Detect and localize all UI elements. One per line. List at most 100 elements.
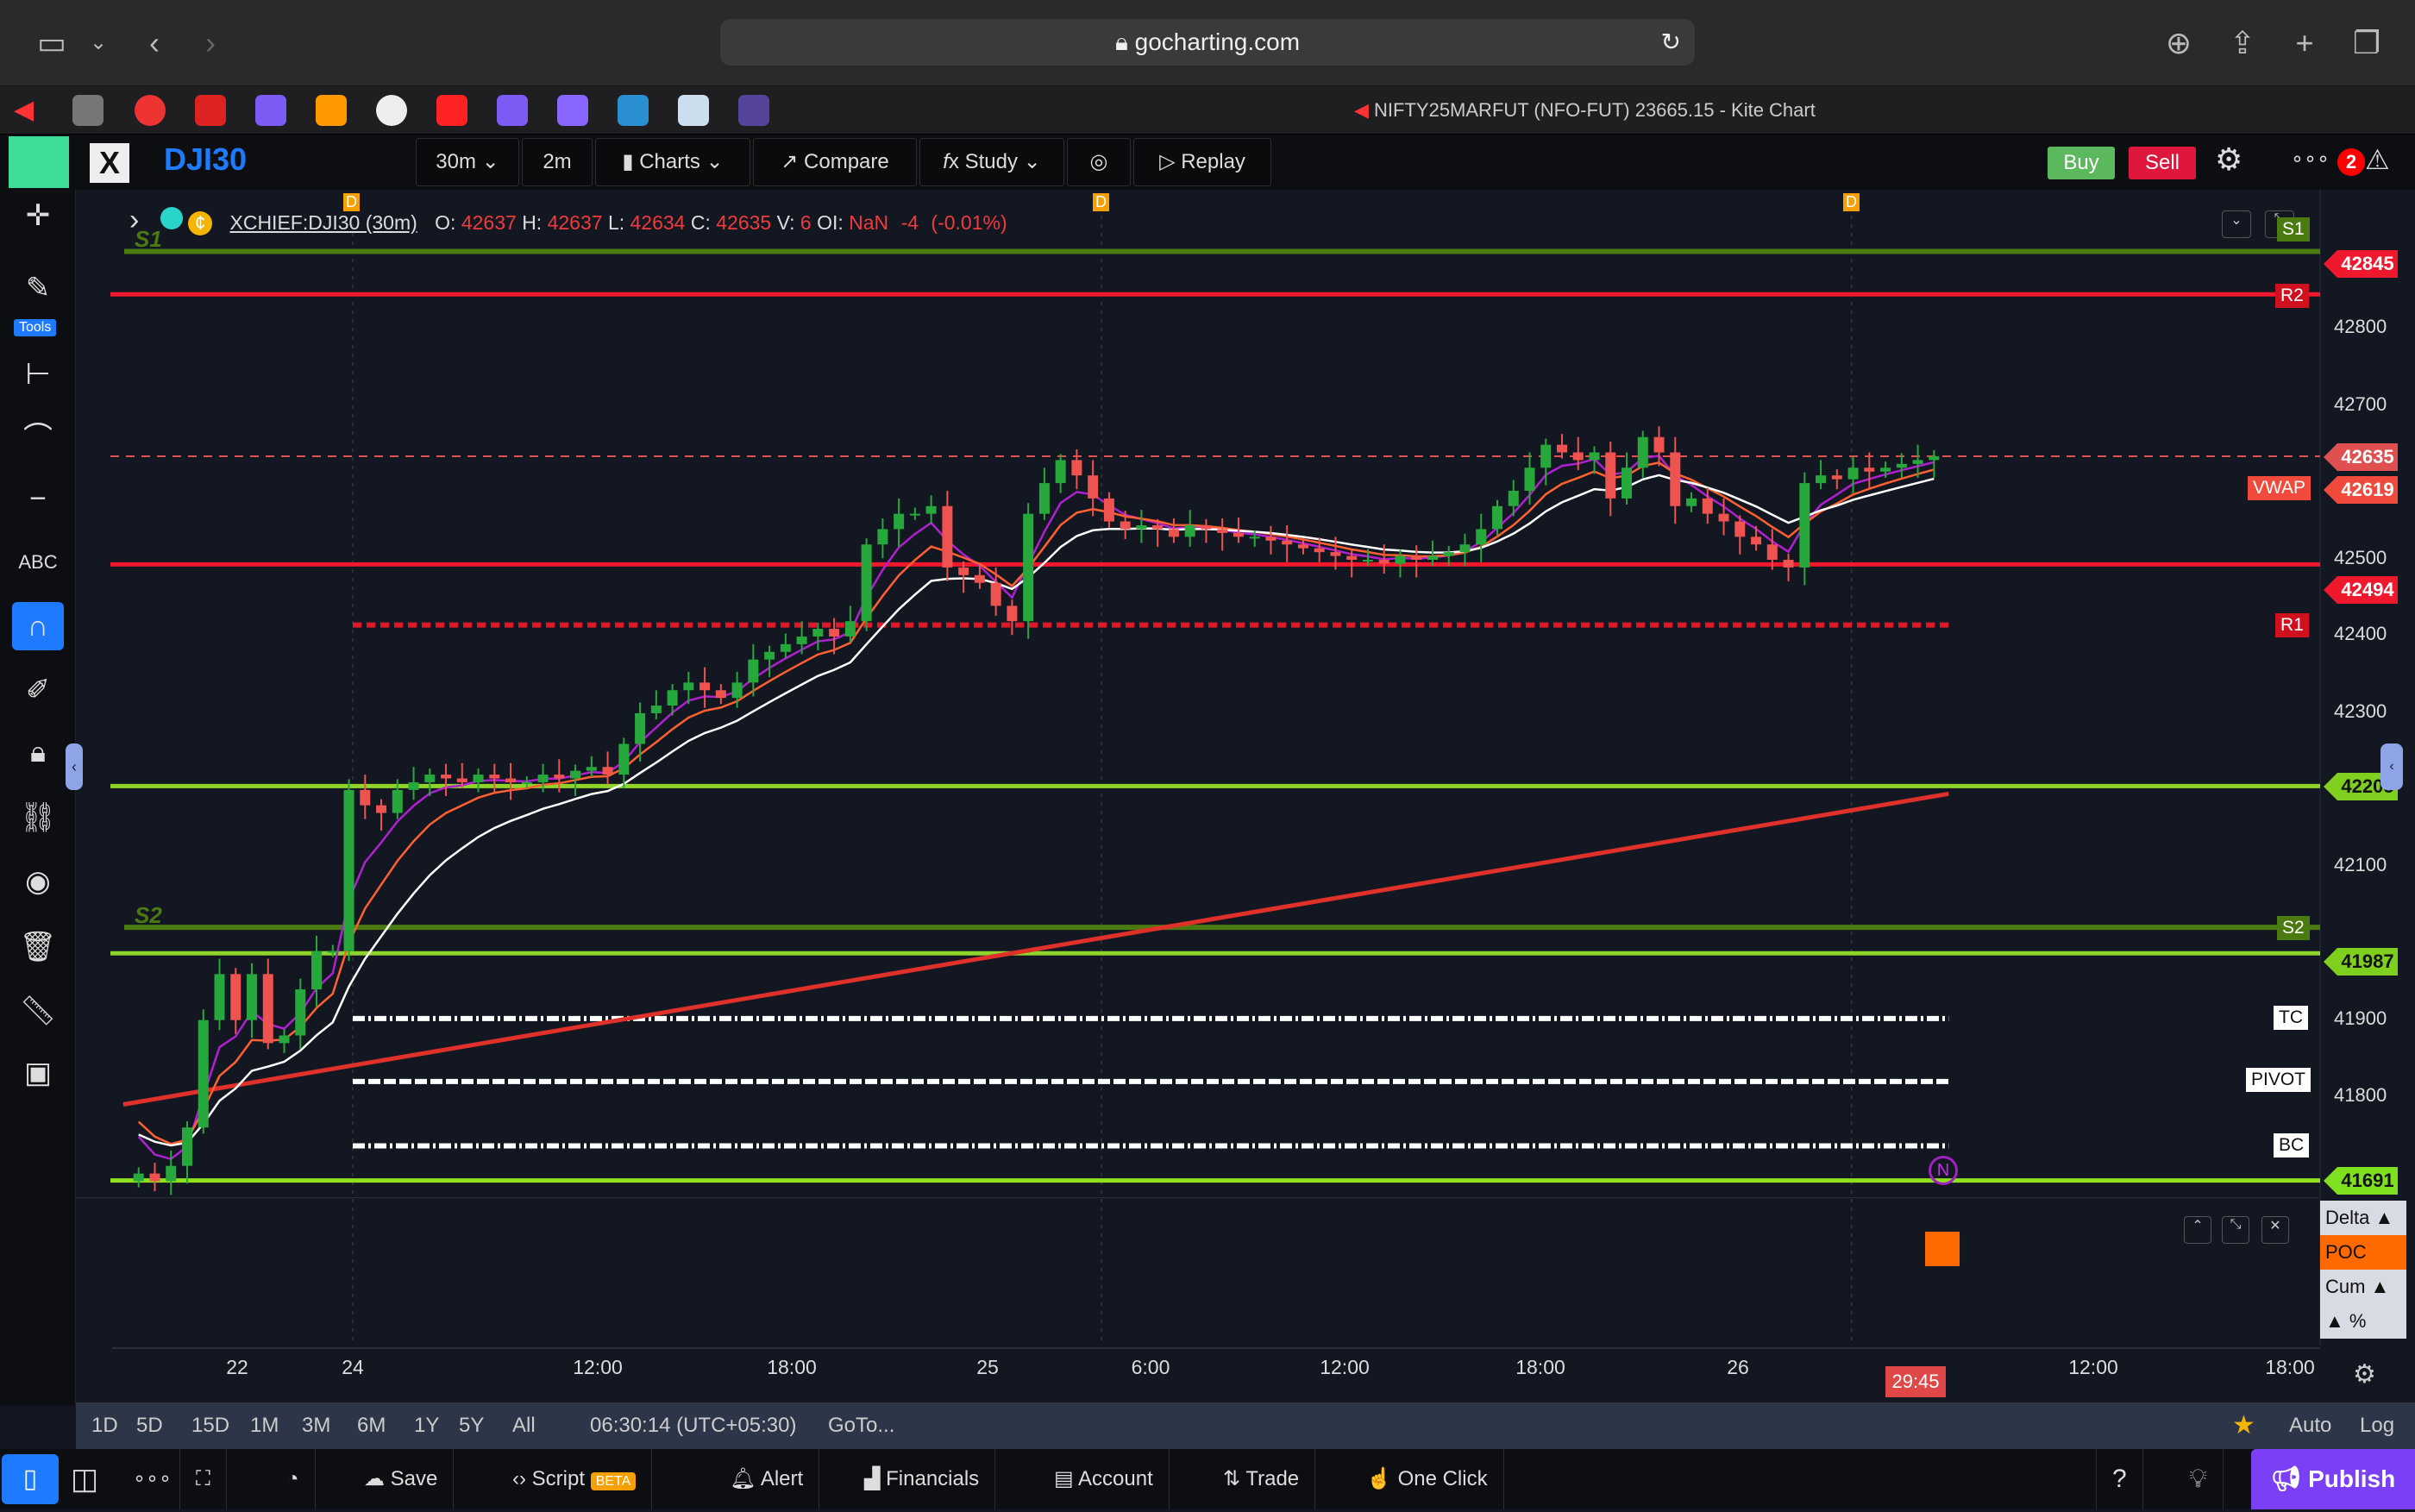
candle-body (537, 775, 549, 782)
camera-button[interactable]: ◎ (1067, 138, 1131, 186)
tab-favicon[interactable] (678, 95, 709, 126)
account-button[interactable]: ▤ Account (1038, 1449, 1170, 1509)
range-5d[interactable]: 5D (136, 1414, 163, 1437)
more-icon[interactable]: ∘∘∘ (2291, 147, 2330, 171)
range-3m[interactable]: 3M (302, 1414, 331, 1437)
dividend-marker[interactable]: D (1093, 193, 1109, 211)
cum-toggle[interactable]: Cum ▲ (2320, 1270, 2406, 1304)
tab-favicon[interactable] (316, 95, 347, 126)
tab-favicon[interactable] (376, 95, 407, 126)
pattern-icon[interactable]: ⌒ (23, 422, 53, 455)
range-5y[interactable]: 5Y (459, 1414, 485, 1437)
magnet-icon[interactable]: ∩ (12, 602, 64, 650)
dividend-marker[interactable]: D (1843, 193, 1860, 211)
replay-button[interactable]: ▷ Replay (1133, 138, 1271, 186)
star-icon[interactable]: ★ (2232, 1411, 2255, 1440)
back-icon[interactable]: ‹ (149, 25, 160, 60)
eye-icon[interactable]: ◉ (25, 865, 51, 898)
buy-button[interactable]: Buy (2048, 147, 2115, 179)
help-icon[interactable]: ? (2096, 1449, 2143, 1509)
sidebar-toggle-icon[interactable]: ▭ (36, 25, 66, 60)
log-scale-toggle[interactable]: Log (2360, 1414, 2395, 1437)
study-dropdown[interactable]: fx Study ⌄ (919, 138, 1064, 186)
charts-dropdown[interactable]: ▮ Charts ⌄ (595, 138, 750, 186)
collapse-pane-button[interactable]: ⌄ (2222, 210, 2251, 238)
range-6m[interactable]: 6M (357, 1414, 386, 1437)
financials-button[interactable]: ▟ Financials (849, 1449, 996, 1509)
tab-favicon[interactable] (618, 95, 649, 126)
forward-icon[interactable]: › (205, 25, 216, 60)
percent-toggle[interactable]: ▲ % (2320, 1304, 2406, 1339)
share-icon[interactable]: ⇪ (2229, 25, 2256, 60)
trade-button[interactable]: ⇅ Trade (1208, 1449, 1316, 1509)
tab-favicon[interactable] (72, 95, 104, 126)
new-tab-icon[interactable]: + (2295, 25, 2314, 60)
trash-icon[interactable]: 🗑︎ (19, 931, 57, 963)
pane-close-button[interactable]: ✕ (2261, 1216, 2289, 1244)
warning-icon[interactable]: ⚠ (2365, 144, 2390, 175)
notification-badge[interactable]: 2 (2337, 148, 2365, 176)
active-tab[interactable]: ◀ NIFTY25MARFUT (NFO-FUT) 23665.15 - Kit… (1354, 99, 1816, 121)
news-marker[interactable]: N (1929, 1156, 1958, 1185)
pane-maximize-button[interactable]: ⤡ (2222, 1216, 2249, 1244)
link-icon[interactable]: ⛓ (19, 801, 57, 834)
range-1y[interactable]: 1Y (414, 1414, 440, 1437)
range-1m[interactable]: 1M (250, 1414, 279, 1437)
pencil-icon[interactable]: ✎ (25, 272, 51, 304)
kite-favicon[interactable]: ◀ (14, 96, 34, 124)
single-layout-icon[interactable]: ▯ (2, 1454, 59, 1504)
script-button[interactable]: ‹› Script BETA (497, 1449, 653, 1509)
tab-favicon[interactable] (738, 95, 769, 126)
text-tool-icon[interactable]: ABC (18, 551, 58, 573)
tab-favicon[interactable] (135, 95, 166, 126)
theme-palette-icon[interactable]: ◔ (271, 1449, 316, 1509)
interval-2m-button[interactable]: 2m (522, 138, 593, 186)
alert-button[interactable]: 🔔︎ Alert (714, 1449, 820, 1509)
chart-settings-icon[interactable]: ⚙ (2353, 1360, 2376, 1389)
expand-right-panel-button[interactable]: ‹ (2380, 743, 2403, 790)
ruler-icon[interactable]: 📏︎ (19, 994, 57, 1027)
range-15d[interactable]: 15D (191, 1414, 230, 1437)
tab-favicon[interactable] (557, 95, 588, 126)
address-bar[interactable]: 🔒︎ gocharting.com ↻ (720, 19, 1695, 66)
tab-favicon[interactable] (436, 95, 467, 126)
symbol-link[interactable]: XCHIEF:DJI30 (30m) (229, 211, 417, 234)
symbol-name[interactable]: DJI30 (164, 141, 248, 177)
expand-left-panel-button[interactable]: ‹ (66, 743, 83, 790)
horizontal-line-icon[interactable]: − (29, 482, 47, 515)
save-button[interactable]: ☁ Save (348, 1449, 455, 1509)
dividend-marker[interactable]: D (343, 193, 360, 211)
collapse-chevron-icon[interactable]: › (129, 204, 140, 236)
range-all[interactable]: All (512, 1414, 536, 1437)
compare-button[interactable]: ↗ Compare (753, 138, 917, 186)
tabs-overview-icon[interactable]: ❐ (2352, 25, 2381, 60)
more-layouts-icon[interactable]: ∘∘∘ (133, 1467, 172, 1490)
screenshot-icon[interactable]: ▣ (23, 1057, 53, 1089)
poc-toggle[interactable]: POC (2320, 1235, 2406, 1270)
split-layout-icon[interactable]: ◫ (71, 1463, 99, 1496)
reload-icon[interactable]: ↻ (1660, 28, 1681, 55)
tab-favicon[interactable] (497, 95, 528, 126)
delta-toggle[interactable]: Delta ▲ (2320, 1201, 2406, 1235)
tab-favicon[interactable] (255, 95, 286, 126)
one-click-button[interactable]: ☝ One Click (1351, 1449, 1504, 1509)
measure-icon[interactable]: ⊢ (25, 358, 51, 391)
pane-up-button[interactable]: ⌃ (2184, 1216, 2211, 1244)
crosshair-icon[interactable]: ✛ (25, 199, 51, 232)
lock-icon[interactable]: 🔒︎ (29, 736, 47, 769)
download-icon[interactable]: ⊕ (2165, 25, 2192, 60)
publish-button[interactable]: 📢︎ Publish (2251, 1449, 2415, 1509)
idea-bulb-icon[interactable]: 💡︎ (2174, 1449, 2224, 1509)
auto-scale-toggle[interactable]: Auto (2289, 1414, 2332, 1437)
fullscreen-icon[interactable]: ⛶ (179, 1449, 227, 1509)
sell-button[interactable]: Sell (2129, 147, 2196, 179)
settings-gear-icon[interactable]: ⚙ (2215, 141, 2243, 177)
interval-dropdown[interactable]: 30m ⌄ (416, 138, 519, 186)
range-1d[interactable]: 1D (91, 1414, 118, 1437)
goto-button[interactable]: GoTo... (828, 1414, 895, 1437)
user-avatar[interactable] (9, 136, 69, 188)
chevron-down-icon[interactable]: ⌄ (89, 31, 108, 54)
lock-drawing-icon[interactable]: ✐ (25, 674, 51, 706)
tab-favicon[interactable] (195, 95, 226, 126)
